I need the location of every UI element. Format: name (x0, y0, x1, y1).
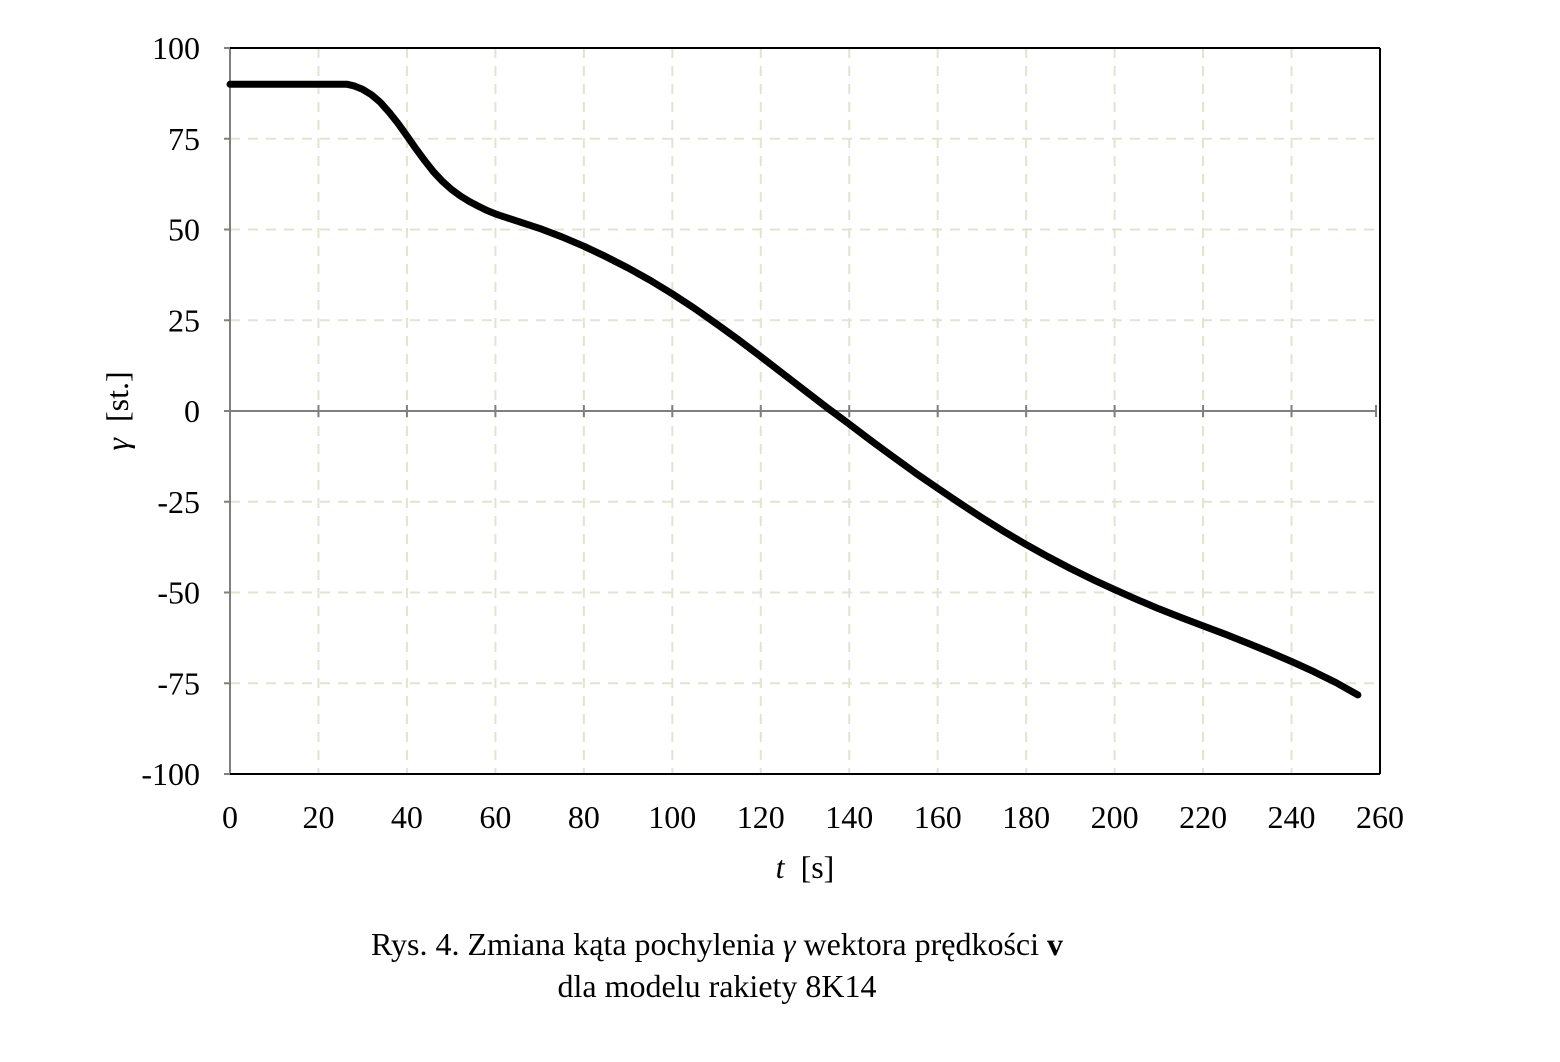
y-axis-variable: γ (99, 437, 135, 451)
x-axis-variable: t (776, 849, 786, 885)
figure-caption-line1: Rys. 4. Zmiana kąta pochylenia γ wektora… (0, 924, 1434, 964)
y-axis-unit: [st.] (99, 371, 135, 422)
x-axis-unit: [s] (801, 849, 835, 885)
tick-labels: 0 20 40 60 80 100 120 140 160 180 200 220 240 260 100 7… (141, 30, 1404, 835)
x-tick-label-200: 200 (1091, 799, 1139, 835)
x-tick-label-100: 100 (648, 799, 696, 835)
x-tick-label-180: 180 (1002, 799, 1050, 835)
y-tick-label--25: -25 (157, 484, 200, 520)
figure-caption-line2: dla modelu rakiety 8K14 (557, 968, 877, 1004)
y-tick-label-50: 50 (168, 212, 200, 248)
x-tick-label-140: 140 (825, 799, 873, 835)
caption-mid: wektora prędkości (795, 926, 1047, 962)
y-tick-label-75: 75 (168, 121, 200, 157)
x-tick-label-0: 0 (222, 799, 238, 835)
y-tick-label-100: 100 (152, 30, 200, 66)
y-tick-label-0: 0 (184, 393, 200, 429)
series (226, 80, 1362, 699)
caption-prefix: Rys. 4. Zmiana kąta pochylenia (370, 926, 783, 962)
x-tick-label-120: 120 (737, 799, 785, 835)
y-tick-label--100: -100 (141, 756, 200, 792)
x-tick-label-20: 20 (302, 799, 334, 835)
y-axis-label: γ [st.] (99, 371, 135, 450)
x-tick-label-60: 60 (479, 799, 511, 835)
x-tick-label-260: 260 (1356, 799, 1404, 835)
x-tick-label-240: 240 (1268, 799, 1316, 835)
x-tick-label-80: 80 (568, 799, 600, 835)
caption-gamma-symbol: γ (782, 926, 796, 962)
x-tick-label-220: 220 (1179, 799, 1227, 835)
x-tick-label-40: 40 (391, 799, 423, 835)
y-tick-label--75: -75 (157, 665, 200, 701)
y-tick-label--50: -50 (157, 575, 200, 611)
plot-frame (224, 47, 1381, 775)
caption-vector-symbol: v (1047, 926, 1063, 962)
series-line-0 (226, 80, 1362, 699)
y-tick-label-25: 25 (168, 302, 200, 338)
x-tick-label-160: 160 (914, 799, 962, 835)
x-axis-label: t [s] (776, 849, 835, 885)
zero-axis (230, 405, 1377, 417)
